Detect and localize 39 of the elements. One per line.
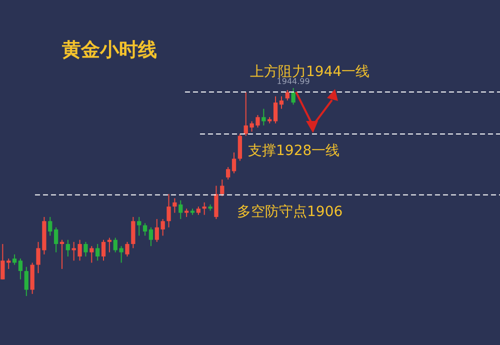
candlestick [142,222,148,236]
candlestick [84,241,88,257]
candlestick [48,216,52,236]
candlestick [214,185,218,220]
candlestick [96,244,100,262]
candlestick [285,90,290,101]
candlestick [160,218,165,236]
candlestick [66,239,70,257]
text: 1944.99 [276,77,310,86]
candlestick [232,152,236,174]
candlestick [107,237,112,253]
candlestick [0,244,5,280]
candlestick [238,133,242,162]
candlestick [220,179,224,197]
candlestick [101,239,106,262]
candlestick [90,246,94,264]
candlestick [154,218,159,242]
candlestick [12,254,17,266]
ref-line-label: 多空防守点1906 [237,204,343,220]
candlestick [54,226,58,253]
candlestick [262,108,266,126]
candlestick [137,216,142,236]
candlestick [131,216,136,249]
candlestick [60,239,64,270]
chart-title: 黄金小时线 [61,39,157,61]
candlestick [291,88,296,106]
candlestick [202,202,206,216]
candlestick [166,194,171,228]
candlestick [125,241,130,257]
candlestick [226,166,230,180]
candlestick [24,266,28,296]
candlestick [279,96,284,110]
candlestick [178,200,183,220]
candlestick [273,96,278,124]
candlestick [18,258,23,280]
candlestick [172,198,177,214]
ref-line-label: 支撑1928一线 [248,142,340,159]
candlestick [6,258,11,270]
candlestick [148,226,154,247]
